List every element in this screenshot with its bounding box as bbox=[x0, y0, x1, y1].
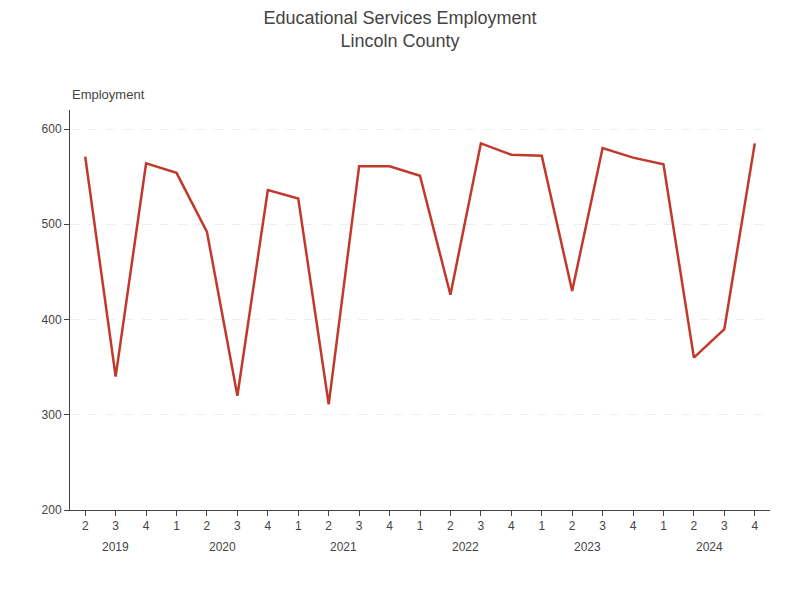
svg-text:4: 4 bbox=[264, 519, 271, 533]
svg-text:2: 2 bbox=[447, 519, 454, 533]
svg-text:600: 600 bbox=[42, 122, 62, 136]
svg-text:3: 3 bbox=[356, 519, 363, 533]
svg-text:2: 2 bbox=[325, 519, 332, 533]
svg-text:3: 3 bbox=[478, 519, 485, 533]
svg-text:3: 3 bbox=[599, 519, 606, 533]
svg-text:4: 4 bbox=[508, 519, 515, 533]
svg-text:1: 1 bbox=[660, 519, 667, 533]
svg-text:1: 1 bbox=[173, 519, 180, 533]
svg-text:2: 2 bbox=[569, 519, 576, 533]
svg-text:2024: 2024 bbox=[696, 540, 723, 554]
svg-text:1: 1 bbox=[417, 519, 424, 533]
svg-text:3: 3 bbox=[112, 519, 119, 533]
svg-text:3: 3 bbox=[234, 519, 241, 533]
svg-text:2: 2 bbox=[82, 519, 89, 533]
svg-text:400: 400 bbox=[42, 313, 62, 327]
svg-text:Educational Services Employmen: Educational Services EmploymentLincoln C… bbox=[263, 8, 536, 51]
svg-text:2023: 2023 bbox=[574, 540, 601, 554]
svg-text:4: 4 bbox=[386, 519, 393, 533]
svg-text:4: 4 bbox=[630, 519, 637, 533]
svg-text:1: 1 bbox=[538, 519, 545, 533]
svg-text:2020: 2020 bbox=[209, 540, 236, 554]
svg-text:2: 2 bbox=[691, 519, 698, 533]
svg-text:2021: 2021 bbox=[330, 540, 357, 554]
svg-text:3: 3 bbox=[721, 519, 728, 533]
svg-text:4: 4 bbox=[143, 519, 150, 533]
svg-text:500: 500 bbox=[42, 217, 62, 231]
svg-text:4: 4 bbox=[751, 519, 758, 533]
svg-text:1: 1 bbox=[295, 519, 302, 533]
svg-text:300: 300 bbox=[42, 408, 62, 422]
svg-text:2022: 2022 bbox=[452, 540, 479, 554]
svg-text:2019: 2019 bbox=[102, 540, 129, 554]
svg-text:200: 200 bbox=[42, 503, 62, 517]
svg-text:Employment: Employment bbox=[72, 87, 145, 102]
svg-text:2: 2 bbox=[204, 519, 211, 533]
